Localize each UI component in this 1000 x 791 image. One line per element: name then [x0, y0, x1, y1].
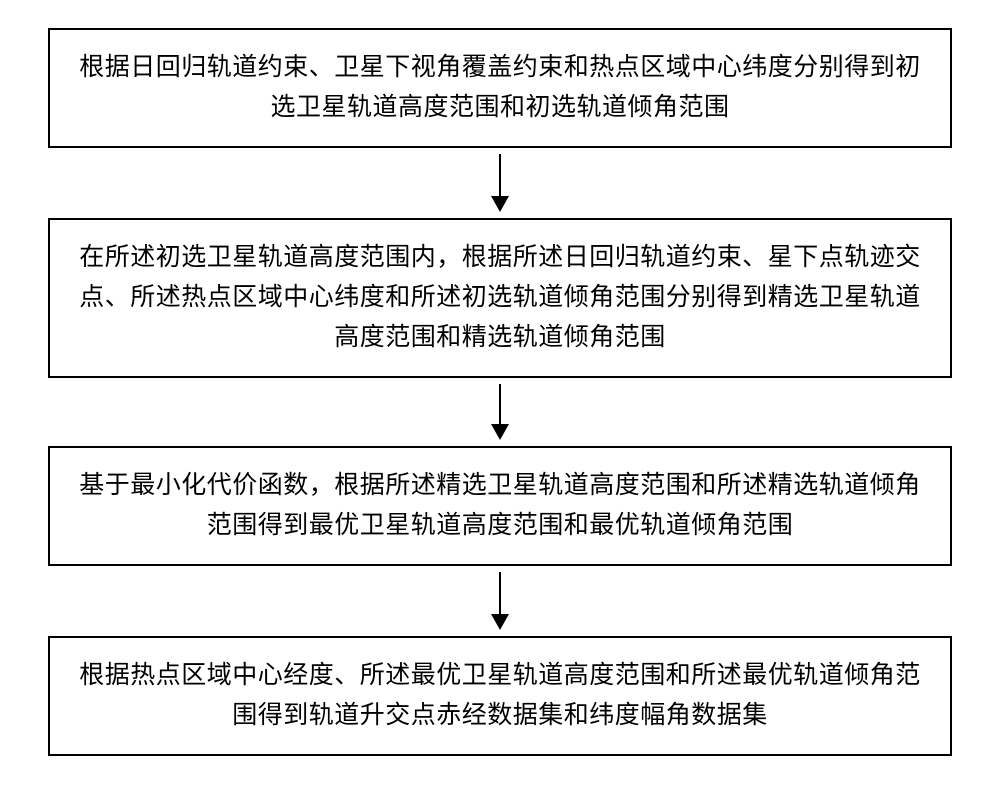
step-text: 根据热点区域中心经度、所述最优卫星轨道高度范围和所述最优轨道倾角范围得到轨道升交…: [74, 656, 926, 736]
flowchart-step-4: 根据热点区域中心经度、所述最优卫星轨道高度范围和所述最优轨道倾角范围得到轨道升交…: [48, 636, 952, 756]
step-text: 根据日回归轨道约束、卫星下视角覆盖约束和热点区域中心纬度分别得到初选卫星轨道高度…: [74, 48, 926, 128]
flowchart-step-3: 基于最小化代价函数，根据所述精选卫星轨道高度范围和所述精选轨道倾角范围得到最优卫…: [48, 446, 952, 566]
arrow-head-icon: [491, 614, 509, 630]
flowchart-arrow-2: [491, 384, 509, 440]
flowchart-container: 根据日回归轨道约束、卫星下视角覆盖约束和热点区域中心纬度分别得到初选卫星轨道高度…: [48, 28, 952, 756]
arrow-head-icon: [491, 424, 509, 440]
arrow-line: [499, 572, 501, 614]
flowchart-step-2: 在所述初选卫星轨道高度范围内，根据所述日回归轨道约束、星下点轨迹交点、所述热点区…: [48, 218, 952, 378]
step-text: 在所述初选卫星轨道高度范围内，根据所述日回归轨道约束、星下点轨迹交点、所述热点区…: [74, 238, 926, 358]
flowchart-arrow-3: [491, 572, 509, 630]
arrow-line: [499, 384, 501, 424]
step-text: 基于最小化代价函数，根据所述精选卫星轨道高度范围和所述精选轨道倾角范围得到最优卫…: [74, 466, 926, 546]
flowchart-arrow-1: [491, 154, 509, 212]
flowchart-step-1: 根据日回归轨道约束、卫星下视角覆盖约束和热点区域中心纬度分别得到初选卫星轨道高度…: [48, 28, 952, 148]
arrow-head-icon: [491, 196, 509, 212]
arrow-line: [499, 154, 501, 196]
